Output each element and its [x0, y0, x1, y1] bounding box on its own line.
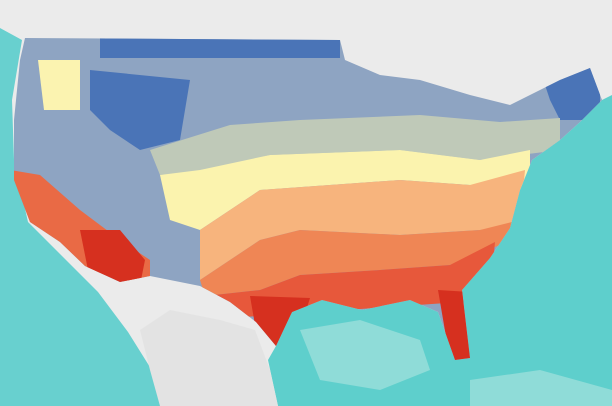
gulf-shelf: [300, 320, 430, 390]
zone-cold: [90, 70, 190, 150]
zone-temperate: [150, 115, 560, 175]
zone-extreme: [438, 290, 472, 360]
zone-hot: [200, 220, 520, 296]
zone-warm: [200, 170, 525, 280]
zone-cold: [100, 38, 340, 58]
pacific-ocean: [0, 28, 162, 406]
zone-mild: [160, 150, 530, 230]
zone-mild: [38, 60, 80, 110]
bahamas-shelf: [470, 370, 612, 406]
mexico: [140, 310, 278, 406]
